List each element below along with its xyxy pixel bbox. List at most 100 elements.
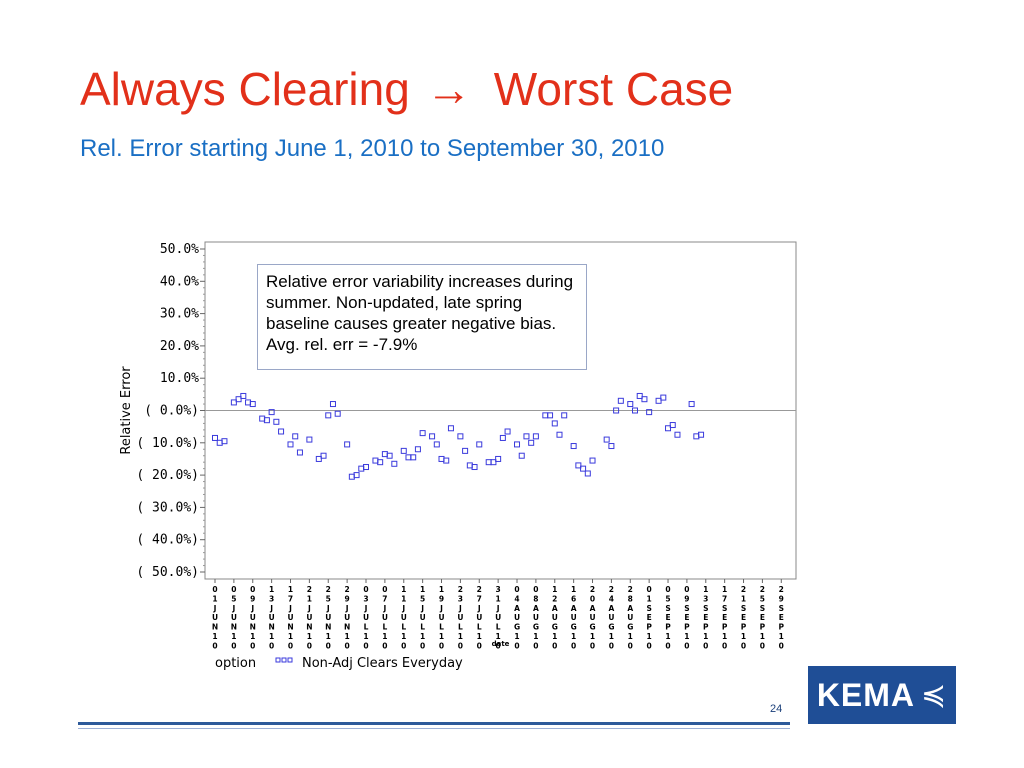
data-point [476, 441, 483, 448]
data-point [669, 422, 676, 429]
slide-title-right: Worst Case [493, 63, 734, 115]
data-point [556, 431, 563, 438]
slide-subtitle: Rel. Error starting June 1, 2010 to Sept… [80, 135, 665, 162]
data-point [528, 439, 535, 446]
chart-annotation: Relative error variability increases dur… [257, 264, 587, 370]
data-point [561, 412, 568, 419]
data-point [457, 433, 464, 440]
data-point [613, 407, 620, 414]
footer-divider [78, 722, 790, 725]
data-point [547, 412, 554, 419]
data-point [646, 409, 653, 416]
data-point [608, 443, 615, 450]
data-point [263, 417, 270, 424]
data-point [518, 452, 525, 459]
data-point [221, 438, 228, 445]
data-point [235, 396, 242, 403]
data-point [570, 443, 577, 450]
data-point [532, 433, 539, 440]
data-point [631, 407, 638, 414]
data-point [433, 441, 440, 448]
y-tick-label: ( 20.0%) [136, 468, 199, 483]
data-point [334, 410, 341, 417]
data-point [320, 452, 327, 459]
legend-marker [281, 657, 287, 663]
data-point [490, 459, 497, 466]
data-point [212, 434, 218, 441]
data-point [580, 465, 587, 472]
y-axis-label: Relative Error [119, 366, 134, 455]
data-point [410, 454, 417, 461]
slide-title: Always Clearing → Worst Case [80, 62, 733, 116]
right-arrow-icon: → [425, 63, 472, 115]
data-point [617, 397, 624, 404]
legend-title: option [215, 656, 256, 671]
data-point [462, 447, 469, 454]
logo-mark-icon: ≼ [921, 678, 948, 712]
logo-text: KEMA [816, 676, 916, 713]
data-point [429, 433, 436, 440]
data-point [278, 428, 285, 435]
page-number: 24 [770, 703, 783, 715]
y-tick-label: 20.0% [160, 339, 199, 354]
data-point [419, 430, 426, 437]
data-point [363, 464, 370, 471]
data-point [273, 418, 280, 425]
data-point [575, 462, 582, 469]
footer-divider-thin [78, 728, 790, 729]
data-point [504, 428, 511, 435]
y-tick-label: ( 50.0%) [136, 565, 199, 580]
data-point [230, 399, 237, 406]
data-point [589, 457, 596, 464]
slide-title-left: Always Clearing [80, 63, 410, 115]
y-tick-label: 50.0% [160, 242, 199, 257]
data-point [499, 434, 506, 441]
y-tick-label: ( 0.0%) [144, 404, 199, 419]
data-point [268, 409, 275, 416]
data-point [688, 401, 695, 408]
data-point [665, 425, 672, 432]
data-point [514, 441, 521, 448]
y-tick-label: 10.0% [160, 371, 199, 386]
y-tick-label: ( 10.0%) [136, 436, 199, 451]
data-point [400, 447, 407, 454]
kema-logo: KEMA ≼ [808, 666, 956, 724]
data-point [240, 392, 247, 399]
data-point [641, 396, 648, 403]
data-point [325, 412, 332, 419]
data-point [636, 392, 643, 399]
data-point [287, 441, 294, 448]
data-point [386, 452, 393, 459]
data-point [315, 455, 322, 462]
legend-entry: Non-Adj Clears Everyday [302, 656, 463, 671]
data-point [292, 433, 299, 440]
data-point [551, 420, 558, 427]
y-tick-label: ( 40.0%) [136, 533, 199, 548]
data-point [414, 446, 421, 453]
data-point [306, 436, 313, 443]
data-point [447, 425, 454, 432]
